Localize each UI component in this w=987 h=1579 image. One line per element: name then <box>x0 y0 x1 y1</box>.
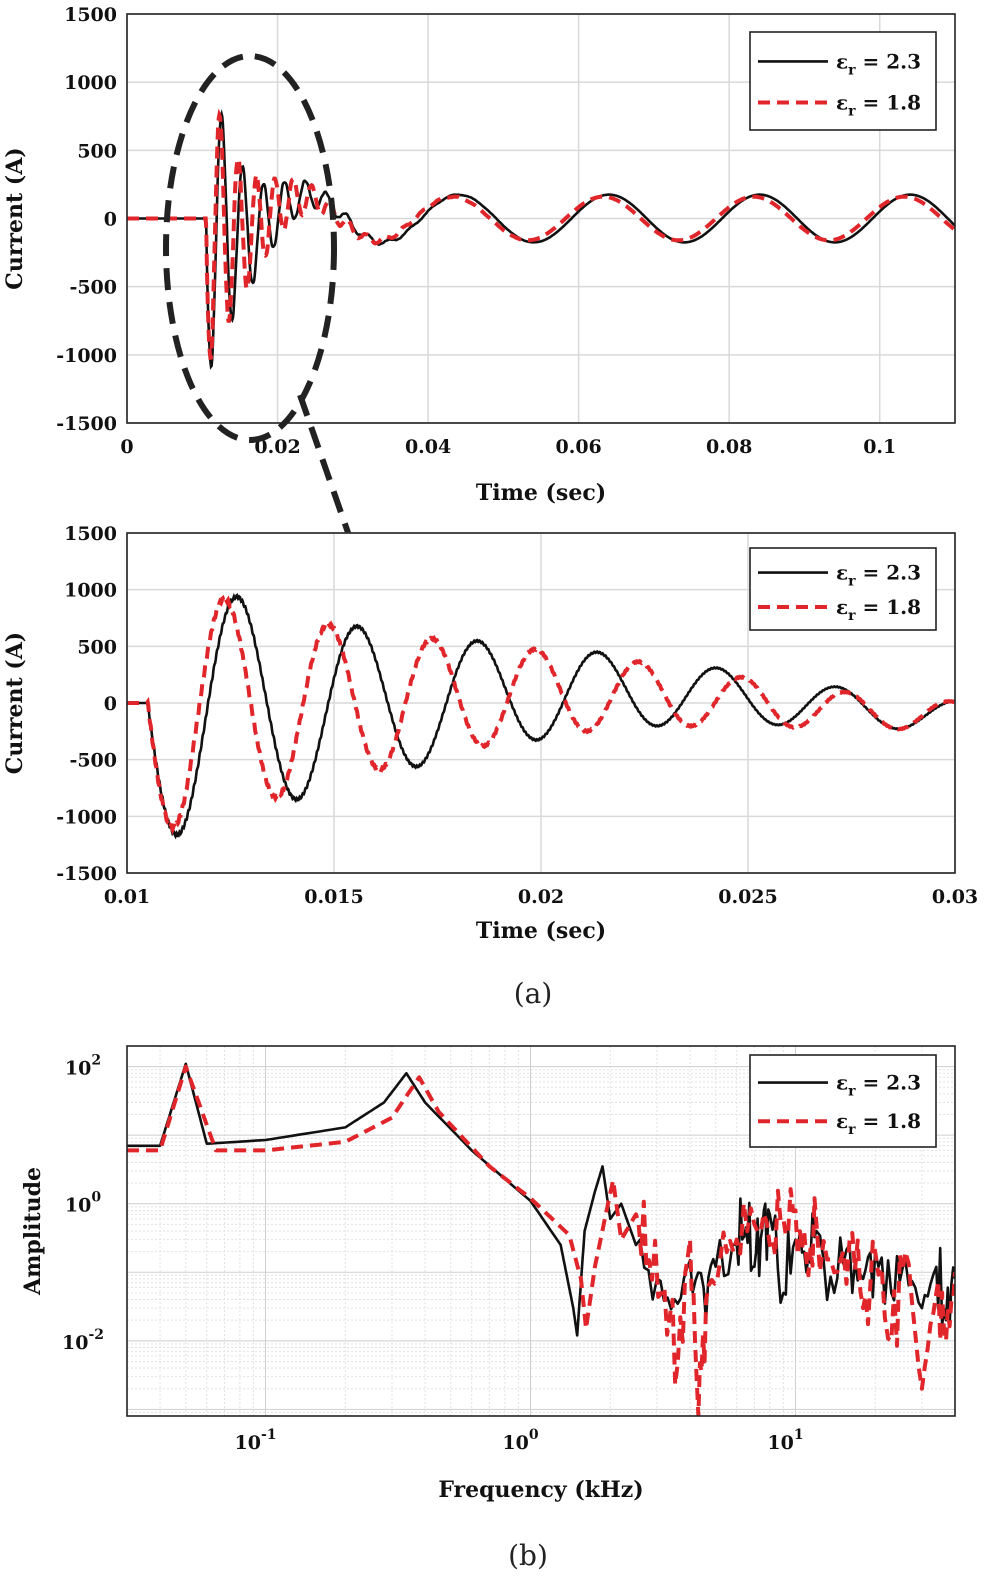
legend: εr = 2.3εr = 1.8 <box>749 547 937 631</box>
legend-value: = 2.3 <box>856 561 921 585</box>
axes-frame <box>126 13 956 424</box>
panel-a-top: 0 0.02 0.04 0.06 0.08 0.1 -1500 -1000 -500 0 500 10… <box>2 4 956 506</box>
x-tick-exponent: 0 <box>529 1427 539 1443</box>
legend-symbol: ε <box>836 49 848 73</box>
legend-value: = 1.8 <box>856 595 921 619</box>
y-tick-exponent: -2 <box>88 1327 104 1343</box>
legend-subscript: r <box>848 574 856 590</box>
axes-frame <box>126 532 956 874</box>
x-tick-label: 0.01 <box>104 886 150 908</box>
y-tick-label: 100 <box>65 1190 101 1217</box>
legend-symbol: ε <box>836 1109 848 1133</box>
legend-symbol: ε <box>836 1071 848 1095</box>
series-line-er-1-8 <box>127 1064 955 1416</box>
legend-label: εr = 2.3 <box>836 561 921 590</box>
y-tick-exponent: 2 <box>91 1053 101 1069</box>
x-tick-label: 0.015 <box>304 886 364 908</box>
caption-a: (a) <box>514 977 553 1010</box>
y-tick-label: 1000 <box>64 72 117 94</box>
legend-label: εr = 1.8 <box>836 1109 921 1138</box>
x-tick-label: 101 <box>767 1427 803 1454</box>
y-tick-label: -500 <box>69 277 117 299</box>
legend-label: εr = 1.8 <box>836 91 921 120</box>
x-tick-exponent: -1 <box>261 1427 277 1443</box>
legend-subscript: r <box>848 104 856 120</box>
y-tick-label: 1500 <box>64 4 117 26</box>
x-axis-label: Time (sec) <box>476 480 606 506</box>
x-axis-label: Time (sec) <box>476 918 606 944</box>
y-tick-label: 500 <box>77 140 117 162</box>
y-tick-label: 1000 <box>64 580 117 602</box>
x-tick-label: 100 <box>502 1427 538 1454</box>
series-line-er-1-8 <box>127 108 955 361</box>
axes-frame <box>126 1045 956 1417</box>
x-tick-label: 0.08 <box>706 436 752 458</box>
x-tick-label: 0.1 <box>863 436 896 458</box>
legend-subscript: r <box>848 1122 856 1138</box>
legend-value: = 2.3 <box>856 1071 921 1095</box>
x-tick-label: 0.02 <box>518 886 564 908</box>
x-tick-label: 10-1 <box>235 1427 277 1454</box>
panel-a-zoom: 0.01 0.015 0.02 0.025 0.03 -1500 -1000 -500 0 500… <box>2 523 978 944</box>
y-axis-label: Current (A) <box>2 147 28 289</box>
y-tick-label: 10-2 <box>62 1327 104 1354</box>
legend-symbol: ε <box>836 91 848 115</box>
x-tick-label: 0.03 <box>932 886 978 908</box>
y-tick-label: 500 <box>77 636 117 658</box>
legend: εr = 2.3εr = 1.8 <box>749 1054 937 1148</box>
legend-symbol: ε <box>836 561 848 585</box>
y-tick-label: 0 <box>104 209 117 231</box>
series-line-er-1-8 <box>127 593 955 835</box>
legend-value: = 2.3 <box>856 49 921 73</box>
y-axis-label: Amplitude <box>20 1167 46 1296</box>
legend-box <box>749 1054 937 1148</box>
legend-label: εr = 2.3 <box>836 49 921 78</box>
y-tick-exponent: 0 <box>91 1190 101 1206</box>
legend-subscript: r <box>848 608 856 624</box>
legend: εr = 2.3εr = 1.8 <box>749 31 937 131</box>
x-tick-label: 0.025 <box>718 886 778 908</box>
y-tick-label: -1500 <box>56 863 117 885</box>
series-line-er-2-3 <box>127 593 955 840</box>
y-tick-label: -1000 <box>56 345 117 367</box>
legend-value: = 1.8 <box>856 1109 921 1133</box>
y-tick-label: 102 <box>65 1053 101 1080</box>
legend-subscript: r <box>848 62 856 78</box>
legend-label: εr = 1.8 <box>836 595 921 624</box>
y-axis-label: Current (A) <box>2 632 28 774</box>
x-tick-label: 0 <box>120 436 133 458</box>
x-tick-exponent: 1 <box>794 1427 804 1443</box>
legend-subscript: r <box>848 1084 856 1100</box>
x-tick-label: 0.02 <box>254 436 300 458</box>
x-tick-label: 0.06 <box>555 436 601 458</box>
legend-symbol: ε <box>836 595 848 619</box>
y-tick-label: 0 <box>104 693 117 715</box>
legend-value: = 1.8 <box>856 91 921 115</box>
zoom-ellipse <box>163 53 337 443</box>
y-tick-label: -1500 <box>56 413 117 435</box>
y-tick-label: 1500 <box>64 523 117 545</box>
legend-box <box>749 31 937 131</box>
x-axis-label: Frequency (kHz) <box>438 1477 643 1503</box>
y-tick-label: -1000 <box>56 806 117 828</box>
legend-label: εr = 2.3 <box>836 1071 921 1100</box>
x-tick-label: 0.04 <box>405 436 451 458</box>
legend-box <box>749 547 937 631</box>
y-tick-label: -500 <box>69 750 117 772</box>
caption-b: (b) <box>508 1539 548 1572</box>
